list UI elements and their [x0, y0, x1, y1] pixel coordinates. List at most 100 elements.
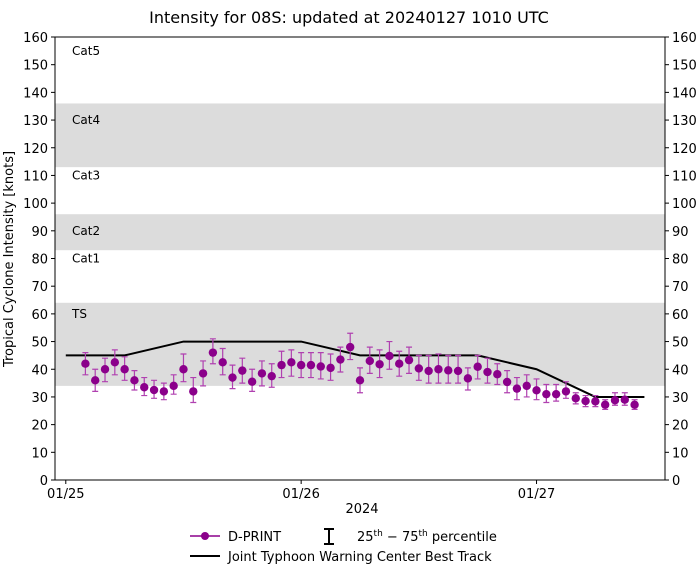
best-track-line	[65, 340, 645, 398]
y-tick-label: 100	[23, 197, 48, 212]
y-tick-label-right: 80	[672, 253, 689, 268]
y-tick-label-right: 60	[672, 308, 689, 323]
dprint-point	[267, 371, 276, 381]
band-cat4	[55, 103, 665, 168]
y-tick-label: 90	[31, 225, 48, 240]
y-tick-label-right: 120	[672, 142, 697, 157]
band-label-cat1: Cat1	[72, 252, 100, 266]
y-tick-label-right: 100	[672, 197, 697, 212]
chart-title: Intensity for 08S: updated at 20240127 1…	[149, 8, 549, 27]
y-tick-label: 130	[23, 114, 48, 129]
x-tick-label: 01/26	[282, 487, 319, 502]
dprint-point	[296, 360, 306, 370]
y-tick-label-right: 30	[672, 391, 689, 406]
y-tick-label: 50	[31, 336, 48, 351]
dprint-point	[91, 376, 100, 385]
legend-dprint-label: D-PRINT	[228, 530, 281, 545]
dprint-point	[424, 366, 433, 376]
dprint-point	[375, 360, 384, 369]
y-tick-label: 60	[31, 308, 48, 323]
dprint-point	[473, 362, 482, 371]
y-tick-label-right: 130	[672, 114, 697, 129]
dprint-point	[463, 374, 473, 383]
dprint-point	[414, 364, 424, 373]
y-tick-label: 150	[23, 59, 48, 74]
dprint-point	[610, 396, 620, 405]
x-axis-label: 2024	[345, 502, 378, 517]
dprint-point	[169, 381, 178, 391]
y-tick-label: 20	[31, 419, 48, 434]
dprint-point	[532, 386, 541, 395]
dprint-point	[140, 383, 149, 392]
y-tick-label-right: 10	[672, 446, 689, 461]
dprint-point	[453, 366, 463, 376]
dprint-point	[385, 351, 394, 361]
y-axis-label: Tropical Cyclone Intensity [knots]	[2, 151, 17, 368]
y-tick-label: 40	[31, 363, 48, 378]
y-tick-label: 10	[31, 446, 48, 461]
dprint-point	[581, 396, 590, 406]
dprint-point	[493, 370, 502, 379]
y-tick-label: 30	[31, 391, 48, 406]
dprint-point	[502, 377, 512, 387]
x-tick-label: 01/25	[47, 487, 84, 502]
dprint-point	[444, 366, 453, 375]
dprint-point	[561, 387, 571, 396]
dprint-point	[316, 362, 325, 371]
dprint-point	[551, 389, 561, 399]
dprint-point	[600, 400, 610, 409]
dprint-point	[483, 367, 492, 377]
dprint-point	[110, 358, 120, 367]
dprint-point	[149, 385, 159, 395]
dprint-point	[336, 355, 345, 364]
dprint-point	[630, 400, 639, 409]
dprint-point	[159, 387, 169, 396]
dprint-point	[130, 376, 139, 385]
y-tick-label: 0	[40, 474, 48, 489]
y-tick-label-right: 40	[672, 363, 689, 378]
y-tick-label: 120	[23, 142, 48, 157]
y-tick-label-right: 140	[672, 86, 697, 101]
dprint-point	[81, 359, 90, 368]
dprint-point	[591, 397, 600, 406]
dprint-point	[620, 395, 629, 404]
band-label-cat2: Cat2	[72, 224, 100, 238]
y-tick-label-right: 160	[672, 31, 697, 46]
dprint-point	[512, 384, 522, 393]
dprint-point	[198, 369, 208, 378]
y-tick-label-right: 110	[672, 169, 697, 184]
legend-dprint-marker	[201, 532, 209, 540]
dprint-point	[179, 365, 188, 374]
dprint-point	[228, 373, 237, 382]
y-tick-label: 140	[23, 86, 48, 101]
y-tick-label: 70	[31, 280, 48, 295]
dprint-point	[100, 365, 110, 374]
dprint-point	[287, 358, 296, 367]
band-label-cat4: Cat4	[72, 113, 100, 127]
dprint-point	[208, 348, 218, 357]
dprint-point	[247, 377, 257, 386]
dprint-point	[395, 359, 404, 368]
y-tick-label: 80	[31, 253, 48, 268]
dprint-point	[326, 363, 335, 373]
dprint-point	[218, 358, 227, 367]
y-tick-label-right: 0	[672, 474, 680, 489]
band-cat2	[55, 214, 665, 251]
legend: D-PRINT 25th − 75th percentile Joint Typ…	[190, 528, 497, 565]
dprint-point	[404, 355, 414, 365]
dprint-point	[306, 360, 316, 370]
y-tick-label-right: 150	[672, 59, 697, 74]
dprint-point	[365, 356, 375, 366]
dprint-point	[189, 387, 198, 396]
y-tick-label-right: 20	[672, 419, 689, 434]
dprint-point	[238, 366, 247, 375]
legend-besttrack-label: Joint Typhoon Warning Center Best Track	[227, 550, 492, 565]
dprint-point	[345, 342, 355, 352]
dprint-point	[257, 369, 267, 378]
y-tick-label-right: 90	[672, 225, 689, 240]
x-tick-label: 01/27	[518, 487, 555, 502]
dprint-point	[434, 365, 443, 374]
y-tick-label: 160	[23, 31, 48, 46]
